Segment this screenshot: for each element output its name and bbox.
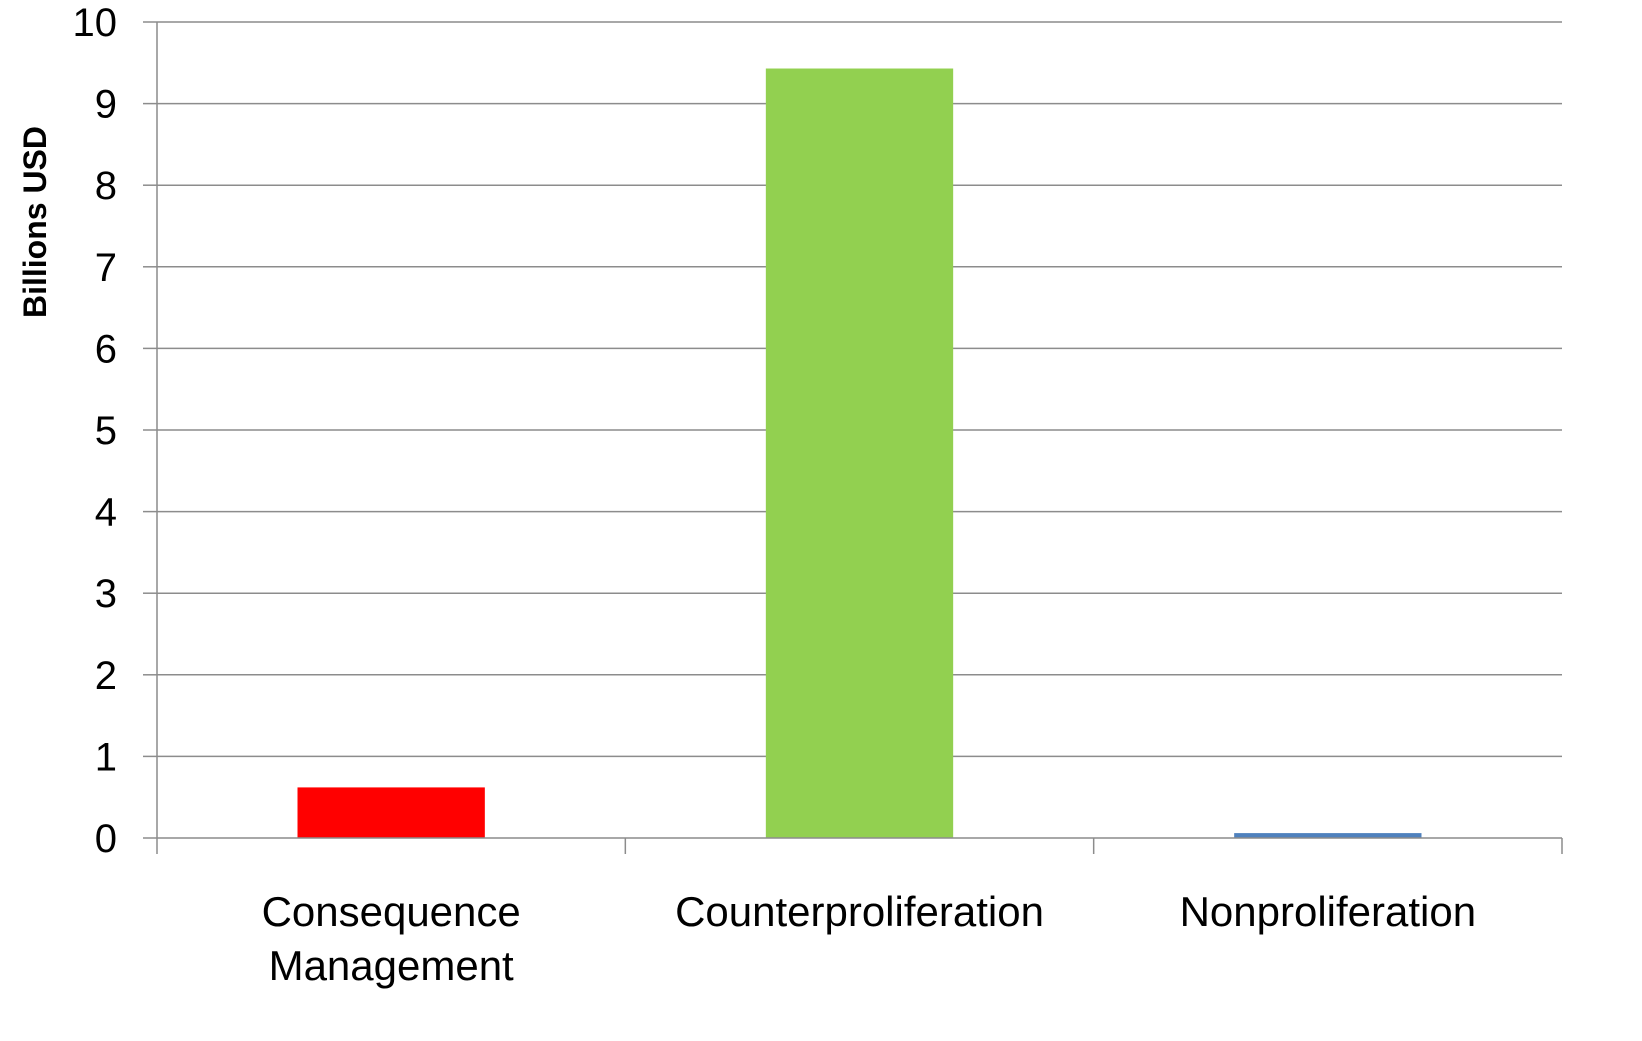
- y-tick-label: 2: [95, 654, 117, 698]
- y-tick-label: 6: [95, 327, 117, 371]
- y-tick-label: 3: [95, 572, 117, 616]
- x-category-label: Counterproliferation: [675, 888, 1044, 935]
- bar: [1234, 833, 1422, 838]
- y-tick-label: 9: [95, 83, 117, 127]
- y-tick-label: 7: [95, 246, 117, 290]
- x-category-label: Nonproliferation: [1180, 888, 1477, 935]
- x-category-label: Consequence: [262, 888, 521, 935]
- y-tick-label: 0: [95, 817, 117, 861]
- y-tick-label: 8: [95, 164, 117, 208]
- bar: [765, 68, 954, 838]
- x-category-label: Management: [269, 942, 514, 989]
- y-tick-label: 4: [95, 491, 117, 535]
- y-tick-label: 1: [95, 735, 117, 779]
- bar: [297, 787, 485, 838]
- y-axis-title: Billions USD: [17, 126, 53, 318]
- y-tick-label: 10: [73, 1, 118, 45]
- y-tick-label: 5: [95, 409, 117, 453]
